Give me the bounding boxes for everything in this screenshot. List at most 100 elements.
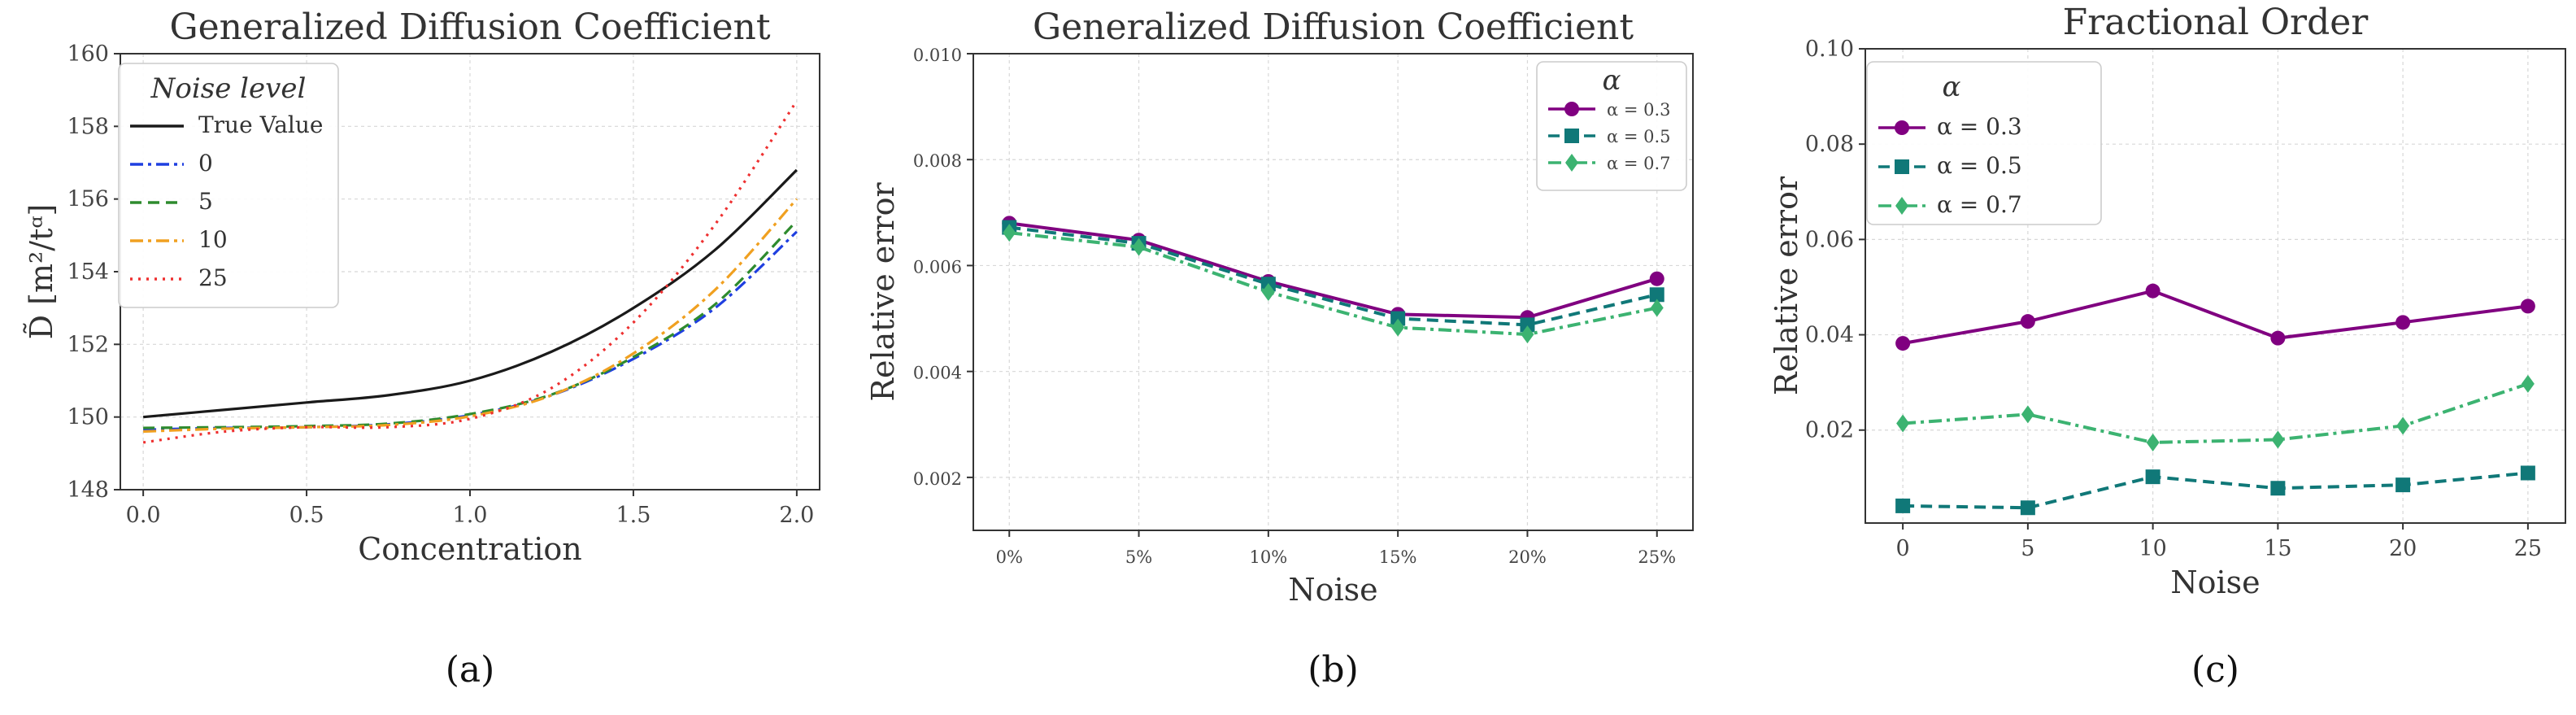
- y-tick-label: 0.08: [1805, 132, 1854, 157]
- y-tick-label: 160: [67, 41, 109, 67]
- panel-b: 0% 5% 10% 15% 20% 25% 0.002 0.004 0.006 0.008 0.01…: [865, 7, 1694, 691]
- data-point: [2145, 469, 2160, 485]
- x-tick-label: 10%: [1250, 547, 1288, 567]
- panel-label: (b): [1308, 649, 1359, 691]
- legend-label: α = 0.3: [1937, 113, 2022, 140]
- panel-label: (a): [446, 649, 495, 691]
- legend-title: α: [1943, 71, 1961, 103]
- panel-c: 0 5 10 15 20 25 0.02 0.04 0.06 0.08 0.10 Fractional…: [1769, 2, 2566, 691]
- data-point: [1390, 311, 1406, 326]
- x-tick-label: 10: [2139, 536, 2166, 561]
- series-line: [143, 198, 798, 434]
- x-tick-label: 25%: [1638, 547, 1676, 567]
- x-tick-label: 20%: [1508, 547, 1547, 567]
- series-line: [1008, 221, 1658, 320]
- legend-marker: [1895, 159, 1909, 174]
- data-point: [2021, 405, 2034, 424]
- x-tick-label: 1.5: [616, 503, 651, 528]
- legend-label: α = 0.3: [1607, 100, 1671, 120]
- legend-label: α = 0.5: [1607, 127, 1671, 146]
- x-tick-label: 1.0: [453, 503, 488, 528]
- chart-title: Generalized Diffusion Coefficient: [169, 7, 770, 48]
- y-tick-label: 0.02: [1805, 418, 1854, 443]
- y-tick-label: 156: [67, 187, 109, 212]
- data-point: [2521, 374, 2535, 393]
- x-tick-label: 0: [1896, 536, 1910, 561]
- legend-label: α = 0.5: [1937, 152, 2022, 179]
- y-tick-label: 158: [67, 114, 109, 139]
- y-tick-label: 150: [67, 405, 109, 430]
- data-point: [2520, 465, 2535, 481]
- legend-title: α: [1603, 64, 1621, 97]
- legend-box: [1866, 61, 2102, 225]
- panel-a: 0.0 0.5 1.0 1.5 2.0 148 150 152 154 156 158 160 Gene…: [24, 7, 820, 691]
- series-line: [1009, 225, 1658, 327]
- data-point: [1132, 238, 1146, 256]
- y-tick-label: 0.002: [913, 469, 962, 489]
- chart-title: Fractional Order: [2063, 2, 2369, 43]
- x-tick-label: 15: [2264, 536, 2291, 561]
- legend-label: 10: [198, 226, 228, 253]
- data-point: [2270, 330, 2286, 346]
- series-line: [1903, 471, 2529, 510]
- data-point: [2020, 314, 2035, 329]
- x-axis-label: Noise: [2170, 565, 2260, 600]
- x-tick-label: 0.0: [126, 503, 161, 528]
- y-tick-label: 152: [67, 332, 109, 357]
- data-point: [1261, 283, 1275, 301]
- series-line: [142, 100, 798, 444]
- y-tick-label: 0.006: [913, 257, 962, 277]
- series-line: [1902, 289, 2529, 346]
- y-axis-label: Relative error: [865, 182, 901, 402]
- axes-frame: [973, 53, 1694, 531]
- legend-label: True Value: [198, 111, 323, 138]
- legend-label: α = 0.7: [1607, 154, 1671, 173]
- legend-marker: [1564, 102, 1579, 116]
- data-point: [2396, 416, 2410, 435]
- x-tick-label: 5: [2021, 536, 2034, 561]
- legend-marker: [1895, 197, 1908, 215]
- axes-frame: [1865, 48, 2566, 524]
- x-tick-label: 15%: [1379, 547, 1417, 567]
- data-point: [1003, 224, 1016, 242]
- data-point: [1391, 318, 1405, 337]
- data-point: [2395, 315, 2411, 330]
- data-point: [1895, 498, 1911, 513]
- data-point: [2520, 299, 2535, 314]
- legend-label: 5: [198, 188, 213, 215]
- legend-box: [118, 63, 339, 308]
- y-axis-label: Relative error: [1769, 176, 1804, 395]
- x-tick-label: 25: [2514, 536, 2542, 561]
- data-point: [2020, 500, 2035, 516]
- legend-label: 25: [198, 264, 228, 291]
- y-tick-label: 0.008: [913, 151, 962, 171]
- legend-marker: [1565, 154, 1578, 172]
- x-axis-label: Noise: [1288, 572, 1377, 608]
- legend-label: 0: [198, 150, 213, 177]
- data-point: [2395, 477, 2411, 493]
- legend-title: Noise level: [150, 72, 307, 105]
- x-tick-label: 5%: [1125, 547, 1152, 567]
- x-tick-label: 0.5: [289, 503, 324, 528]
- data-point: [2145, 283, 2160, 299]
- data-point: [1650, 299, 1664, 317]
- x-axis-label: Concentration: [358, 531, 582, 567]
- y-axis-label: D̃ [m²/tᵅ]: [24, 204, 59, 340]
- legend-marker: [1895, 120, 1909, 135]
- chart-title: Generalized Diffusion Coefficient: [1033, 7, 1634, 48]
- y-tick-label: 0.06: [1805, 227, 1854, 252]
- data-point: [1649, 287, 1664, 303]
- y-tick-label: 0.10: [1805, 37, 1854, 62]
- data-point: [2270, 481, 2286, 496]
- x-tick-label: 20: [2389, 536, 2417, 561]
- data-point: [1520, 317, 1535, 333]
- series-line: [1902, 382, 2529, 444]
- data-point: [1896, 414, 1910, 433]
- data-point: [1521, 325, 1534, 344]
- data-point: [2146, 433, 2160, 451]
- data-point: [1895, 336, 1911, 351]
- y-tick-label: 0.04: [1805, 323, 1854, 348]
- series-line: [1009, 231, 1658, 337]
- y-tick-label: 0.004: [913, 364, 962, 383]
